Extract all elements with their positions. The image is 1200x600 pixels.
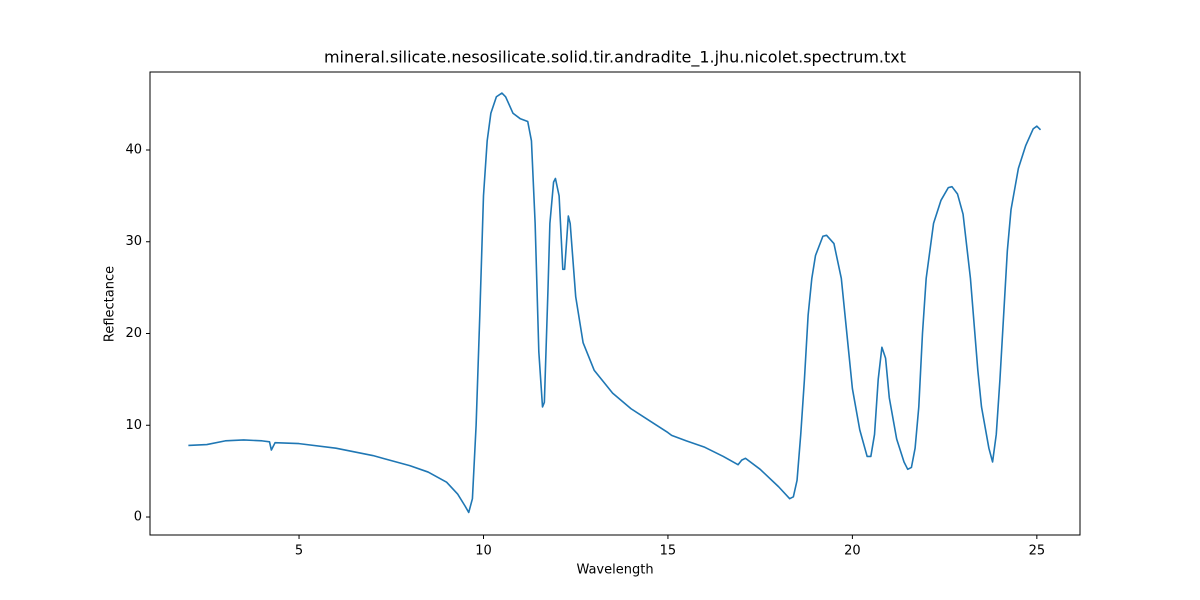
- x-tick-label: 10: [475, 544, 492, 559]
- x-tick-label: 15: [660, 544, 677, 559]
- y-axis-label: Reflectance: [103, 266, 118, 342]
- x-tick-label: 25: [1029, 544, 1046, 559]
- plot-frame: [149, 71, 1081, 536]
- y-tick-label: 0: [134, 510, 142, 525]
- y-tick-label: 20: [125, 326, 142, 341]
- y-tick-label: 30: [125, 234, 142, 249]
- x-tick-label: 5: [295, 544, 303, 559]
- x-axis-label: Wavelength: [576, 563, 653, 578]
- spectrum-line: [188, 92, 1042, 514]
- x-tick-label: 20: [844, 544, 861, 559]
- y-tick-label: 40: [125, 142, 142, 157]
- chart-title: mineral.silicate.nesosilicate.solid.tir.…: [324, 48, 906, 68]
- y-tick-label: 10: [125, 418, 142, 433]
